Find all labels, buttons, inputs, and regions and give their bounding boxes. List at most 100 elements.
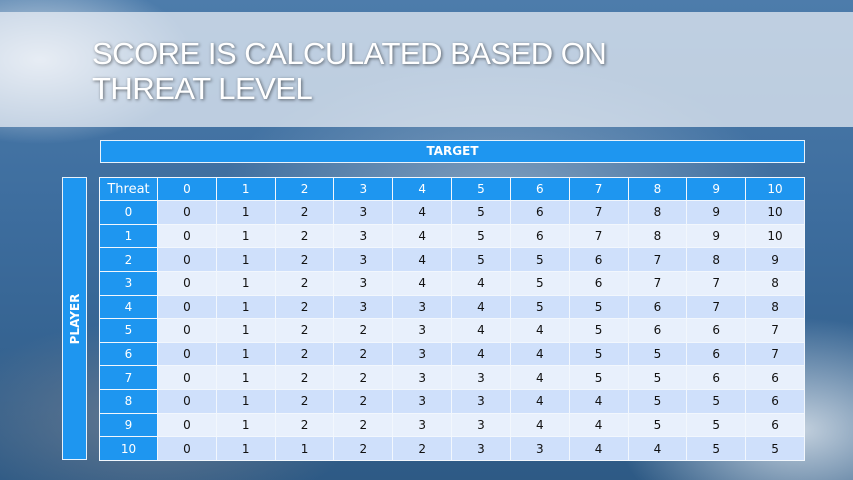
score-cell: 7	[686, 294, 747, 320]
score-cell: 1	[215, 223, 276, 249]
score-cell: 3	[451, 436, 511, 461]
score-cell: 0	[157, 412, 217, 438]
score-cell: 6	[509, 200, 570, 225]
score-cell: 9	[745, 247, 805, 272]
score-cell: 3	[392, 365, 453, 390]
column-header: 9	[686, 177, 747, 201]
row-header: 6	[99, 341, 158, 367]
row-header: 9	[99, 412, 158, 438]
score-cell: 6	[686, 341, 747, 367]
player-axis-label: PLAYER	[62, 177, 87, 460]
title-band	[0, 12, 853, 127]
score-cell: 2	[274, 412, 335, 438]
score-cell: 6	[568, 247, 629, 272]
score-cell: 3	[509, 436, 570, 461]
score-cell: 9	[686, 223, 747, 249]
score-cell: 4	[451, 294, 511, 320]
score-cell: 1	[215, 270, 276, 296]
row-header: 2	[99, 247, 158, 272]
column-header: 10	[745, 177, 805, 201]
score-cell: 8	[627, 200, 688, 225]
score-cell: 2	[274, 365, 335, 390]
score-cell: 7	[745, 341, 805, 367]
column-header: 3	[333, 177, 394, 201]
target-axis-label: TARGET	[100, 140, 805, 163]
score-cell: 3	[392, 318, 453, 343]
score-cell: 4	[509, 365, 570, 390]
column-header: 5	[451, 177, 511, 201]
score-cell: 8	[745, 294, 805, 320]
score-cell: 4	[568, 412, 629, 438]
score-cell: 6	[745, 389, 805, 414]
row-header: 7	[99, 365, 158, 390]
score-cell: 4	[451, 318, 511, 343]
corner-header: Threat	[99, 177, 158, 201]
score-cell: 4	[451, 341, 511, 367]
column-header: 2	[274, 177, 335, 201]
title-line-1: SCORE IS CALCULATED BASED ON	[92, 36, 607, 71]
row-header: 4	[99, 294, 158, 320]
row-header: 5	[99, 318, 158, 343]
score-cell: 4	[392, 200, 453, 225]
column-header: 0	[157, 177, 217, 201]
score-cell: 5	[509, 270, 570, 296]
score-cell: 2	[274, 341, 335, 367]
score-cell: 4	[509, 318, 570, 343]
column-header: 8	[627, 177, 688, 201]
score-cell: 2	[274, 318, 335, 343]
score-cell: 1	[215, 294, 276, 320]
table-row: 10 0 1 1 2 2 3 3 4 4 5 5	[99, 436, 805, 461]
score-cell: 7	[627, 270, 688, 296]
score-cell: 2	[333, 389, 394, 414]
score-cell: 2	[274, 270, 335, 296]
score-cell: 6	[686, 318, 747, 343]
score-cell: 4	[392, 270, 453, 296]
score-cell: 0	[157, 365, 217, 390]
score-cell: 3	[451, 365, 511, 390]
score-cell: 1	[274, 436, 335, 461]
score-cell: 5	[568, 341, 629, 367]
slide-title: SCORE IS CALCULATED BASED ON THREAT LEVE…	[92, 36, 607, 106]
score-cell: 5	[686, 436, 747, 461]
score-cell: 2	[333, 341, 394, 367]
score-cell: 5	[568, 318, 629, 343]
score-cell: 4	[392, 223, 453, 249]
score-cell: 3	[451, 412, 511, 438]
score-cell: 5	[745, 436, 805, 461]
score-cell: 10	[745, 200, 805, 225]
score-cell: 3	[451, 389, 511, 414]
score-cell: 1	[215, 436, 276, 461]
score-cell: 2	[333, 436, 394, 461]
score-cell: 1	[215, 341, 276, 367]
score-cell: 5	[451, 223, 511, 249]
player-label-text: PLAYER	[67, 293, 82, 344]
score-cell: 6	[745, 365, 805, 390]
score-cell: 2	[333, 318, 394, 343]
score-cell: 5	[509, 247, 570, 272]
header-row: Threat 0 1 2 3 4 5 6 7 8 9 10	[99, 177, 805, 201]
score-cell: 0	[157, 270, 217, 296]
score-cell: 4	[509, 389, 570, 414]
score-cell: 1	[215, 247, 276, 272]
score-cell: 1	[215, 200, 276, 225]
score-cell: 5	[627, 412, 688, 438]
score-cell: 0	[157, 247, 217, 272]
score-cell: 4	[568, 389, 629, 414]
row-header: 3	[99, 270, 158, 296]
score-cell: 4	[509, 341, 570, 367]
row-header: 10	[99, 436, 158, 461]
score-cell: 5	[627, 365, 688, 390]
score-cell: 1	[215, 318, 276, 343]
score-cell: 3	[392, 412, 453, 438]
score-cell: 5	[627, 389, 688, 414]
score-cell: 2	[274, 294, 335, 320]
score-cell: 7	[627, 247, 688, 272]
column-header: 7	[568, 177, 629, 201]
score-cell: 8	[745, 270, 805, 296]
threat-score-table: Threat 0 1 2 3 4 5 6 7 8 9 10 0 0 1 2 3 4 5 6 7 8 9 10 1 0 1 2 3 4 5…	[99, 177, 805, 461]
score-cell: 5	[451, 200, 511, 225]
score-cell: 2	[274, 247, 335, 272]
